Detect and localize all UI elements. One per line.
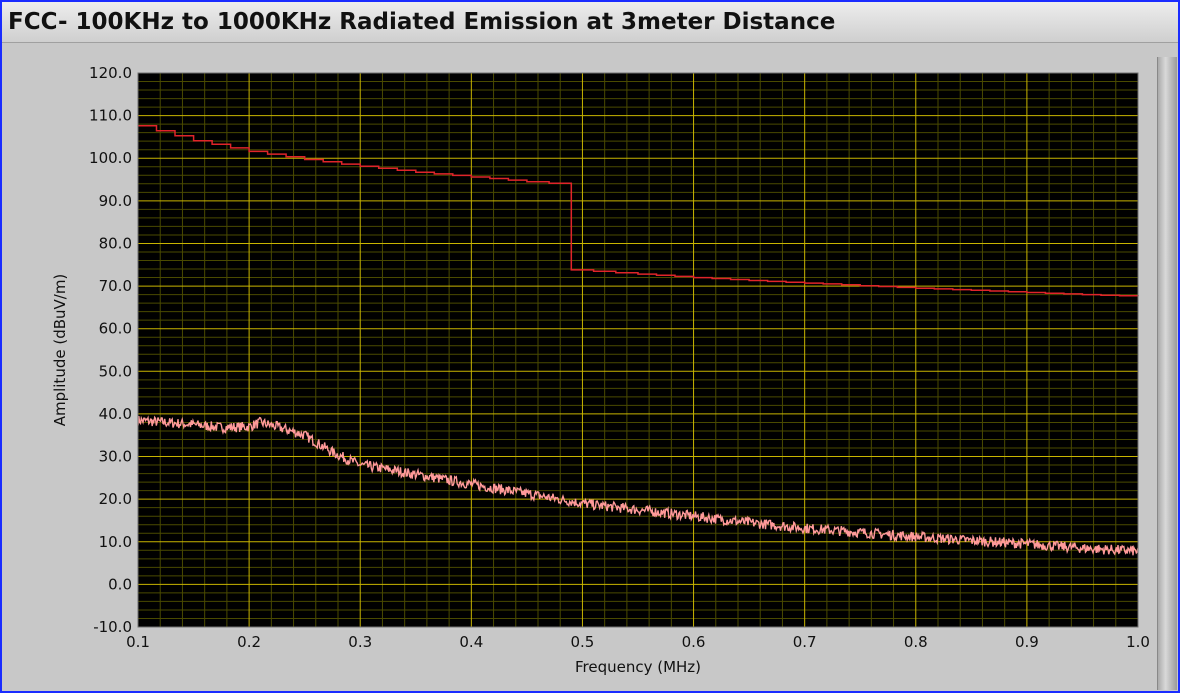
x-tick-label: 0.9 (1015, 633, 1039, 651)
y-tick-label: 0.0 (108, 575, 132, 593)
y-tick-label: 80.0 (99, 234, 132, 252)
y-tick-label: 120.0 (89, 64, 132, 82)
y-tick-label: 60.0 (99, 320, 132, 338)
plot-panel: 0.1 0.2 0.3 0.4 0.5 0.6 0.7 0.8 0.9 1.0 -10.0 0.0 10… (7, 49, 1155, 689)
y-tick-label: 110.0 (89, 107, 132, 125)
y-tick-label: 40.0 (99, 405, 132, 423)
x-tick-label: 1.0 (1126, 633, 1150, 651)
page-title: FCC- 100KHz to 1000KHz Radiated Emission… (8, 9, 836, 35)
y-tick-label: -10.0 (93, 618, 132, 636)
x-tick-label: 0.5 (571, 633, 595, 651)
vertical-scrollbar[interactable] (1157, 57, 1177, 690)
y-tick-label: 70.0 (99, 277, 132, 295)
chart: 0.1 0.2 0.3 0.4 0.5 0.6 0.7 0.8 0.9 1.0 -10.0 0.0 10… (51, 64, 1150, 676)
x-tick-label: 0.6 (682, 633, 706, 651)
x-tick-label: 0.7 (793, 633, 817, 651)
y-tick-label: 100.0 (89, 149, 132, 167)
x-tick-label: 0.1 (126, 633, 150, 651)
x-tick-label: 0.8 (904, 633, 928, 651)
title-bar: FCC- 100KHz to 1000KHz Radiated Emission… (2, 2, 1178, 43)
plot-border (137, 72, 1139, 628)
x-tick-label: 0.3 (348, 633, 372, 651)
x-tick-label: 0.2 (237, 633, 261, 651)
plot-area (138, 73, 1138, 627)
y-tick-label: 50.0 (99, 362, 132, 380)
y-tick-label: 20.0 (99, 490, 132, 508)
x-tick-label: 0.4 (459, 633, 483, 651)
y-tick-label: 10.0 (99, 533, 132, 551)
y-tick-label: 30.0 (99, 448, 132, 466)
y-tick-label: 90.0 (99, 192, 132, 210)
y-axis-title: Amplitude (dBuV/m) (51, 274, 69, 427)
measurement-trace (137, 415, 1139, 556)
limit-line (138, 125, 1139, 297)
x-axis-title: Frequency (MHz) (575, 658, 701, 676)
